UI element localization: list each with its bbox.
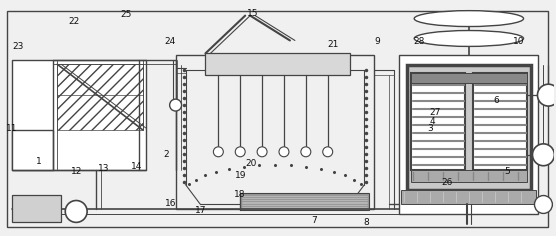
Bar — [12, 130, 53, 170]
Circle shape — [235, 147, 245, 157]
Text: 14: 14 — [131, 162, 143, 171]
Bar — [399, 55, 538, 215]
Bar — [176, 55, 374, 210]
Circle shape — [170, 99, 182, 111]
Text: 8: 8 — [364, 218, 369, 227]
Circle shape — [322, 147, 332, 157]
Text: 5: 5 — [504, 168, 510, 177]
Circle shape — [65, 201, 87, 222]
Text: 19: 19 — [235, 171, 246, 180]
Text: 20: 20 — [246, 159, 257, 168]
Text: 24: 24 — [165, 37, 176, 46]
Text: 11: 11 — [6, 124, 17, 133]
Ellipse shape — [414, 11, 524, 26]
Bar — [12, 194, 61, 222]
Text: 28: 28 — [413, 37, 425, 46]
Circle shape — [214, 147, 224, 157]
Circle shape — [534, 196, 552, 213]
Bar — [407, 65, 530, 190]
Bar — [411, 73, 465, 170]
Text: 3: 3 — [427, 124, 433, 133]
Text: 7: 7 — [311, 215, 317, 225]
Polygon shape — [57, 64, 143, 130]
Text: 10: 10 — [513, 37, 524, 46]
Text: 4: 4 — [430, 117, 435, 126]
Text: 25: 25 — [120, 10, 132, 19]
Bar — [411, 170, 527, 182]
Bar — [240, 193, 369, 211]
Circle shape — [533, 144, 554, 166]
Text: 23: 23 — [13, 42, 24, 51]
Circle shape — [279, 147, 289, 157]
Text: 21: 21 — [327, 40, 339, 49]
Bar — [473, 73, 527, 170]
Text: 15: 15 — [247, 9, 259, 18]
Text: 26: 26 — [441, 178, 452, 187]
Bar — [205, 53, 350, 75]
Text: 16: 16 — [165, 199, 176, 208]
Circle shape — [257, 147, 267, 157]
Text: 12: 12 — [71, 168, 82, 177]
Ellipse shape — [414, 30, 524, 46]
Circle shape — [301, 147, 311, 157]
Text: 9: 9 — [375, 37, 380, 46]
Bar — [12, 60, 146, 170]
Text: 27: 27 — [430, 108, 441, 117]
Text: 13: 13 — [98, 164, 110, 173]
Text: 6: 6 — [494, 96, 499, 105]
Text: 22: 22 — [68, 17, 79, 26]
Bar — [401, 190, 537, 204]
Bar — [411, 73, 527, 83]
Text: 2: 2 — [163, 150, 169, 159]
Text: 17: 17 — [195, 206, 206, 215]
Circle shape — [538, 84, 556, 106]
Text: 1: 1 — [36, 157, 42, 166]
Text: 18: 18 — [234, 190, 245, 199]
